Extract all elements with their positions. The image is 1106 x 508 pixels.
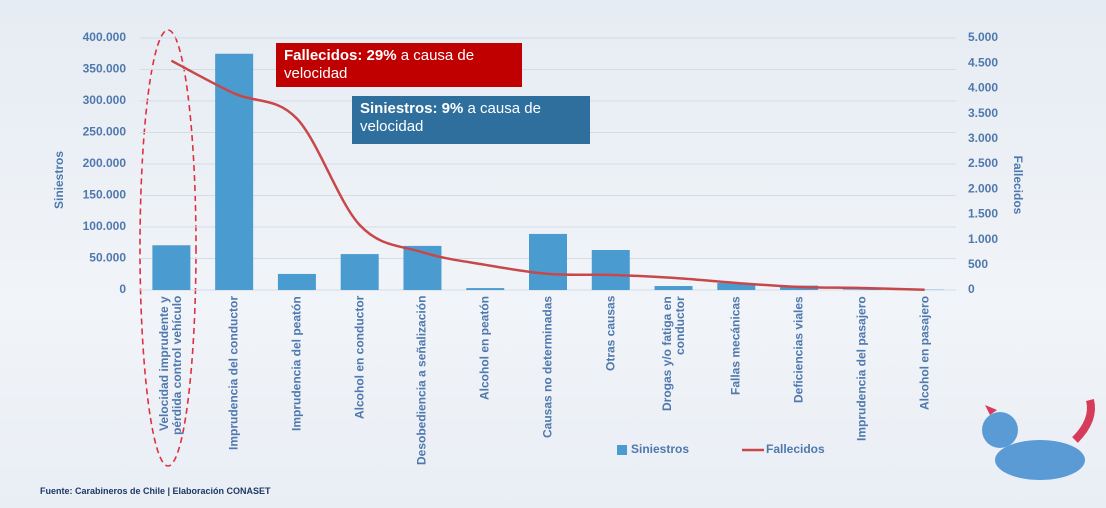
y2-tick-label: 3.000 <box>968 131 998 145</box>
y-tick-label: 400.000 <box>83 30 127 44</box>
x-tick-label: Drogas y/o fatiga en conductor <box>661 296 687 466</box>
x-tick-label: Deficiencias viales <box>793 296 806 466</box>
bar <box>655 286 693 290</box>
y2-tick-label: 4.500 <box>968 55 998 69</box>
x-tick-label: Imprudencia del pasajero <box>855 296 868 466</box>
y2-tick-label: 500 <box>968 257 988 271</box>
y-tick-label: 350.000 <box>83 62 127 76</box>
annotation-bold: Fallecidos: 29% <box>284 47 397 64</box>
bar <box>592 250 630 290</box>
bar <box>152 245 190 290</box>
x-tick-label: Imprudencia del peatón <box>290 296 303 466</box>
chart-page: Siniestros Fallecidos 0 50.000 100.000 150.… <box>0 0 1106 508</box>
y2-tick-label: 3.500 <box>968 106 998 120</box>
y-tick-label: 50.000 <box>89 251 126 265</box>
y-tick-label: 150.000 <box>83 188 127 202</box>
y-tick-label: 100.000 <box>83 219 127 233</box>
bar <box>215 54 253 290</box>
y-tick-label: 0 <box>119 282 126 296</box>
x-tick-label: Causas no determinadas <box>542 296 555 466</box>
annotation: Siniestros: 9% a causa de velocidad <box>352 96 590 144</box>
y2-tick-label: 2.500 <box>968 156 998 170</box>
y2-tick-label: 5.000 <box>968 30 998 44</box>
bar <box>529 234 567 290</box>
annotation: Fallecidos: 29% a causa de velocidad <box>276 43 522 87</box>
y2-tick-label: 1.000 <box>968 232 998 246</box>
dog-illustration <box>982 400 1091 480</box>
x-tick-label: Desobediencia a señalización <box>416 296 429 466</box>
x-tick-label: Alcohol en conductor <box>353 296 366 466</box>
bar <box>466 288 504 290</box>
bar <box>341 254 379 290</box>
y2-tick-label: 4.000 <box>968 81 998 95</box>
y-tick-label: 250.000 <box>83 125 127 139</box>
legend-swatch <box>617 445 627 455</box>
y2-axis-title: Fallecidos <box>1011 156 1025 215</box>
y2-tick-label: 0 <box>968 282 975 296</box>
x-tick-label: Alcohol en peatón <box>479 296 492 466</box>
x-tick-label: Velocidad imprudente y pérdida control v… <box>158 296 184 466</box>
x-tick-label: Fallas mecánicas <box>730 296 743 466</box>
y-axis-title: Siniestros <box>52 151 66 209</box>
y2-tick-label: 1.500 <box>968 207 998 221</box>
bar <box>278 274 316 290</box>
source: Fuente: Carabineros de Chile | Elaboraci… <box>40 486 271 496</box>
annotation-bold: Siniestros: 9% <box>360 100 463 117</box>
x-tick-label: Alcohol en pasajero <box>918 296 931 466</box>
y-tick-label: 200.000 <box>83 156 127 170</box>
x-tick-label: Otras causas <box>604 296 617 466</box>
x-tick-label: Imprudencia del conductor <box>228 296 241 466</box>
y-tick-label: 300.000 <box>83 93 127 107</box>
y2-tick-label: 2.000 <box>968 181 998 195</box>
